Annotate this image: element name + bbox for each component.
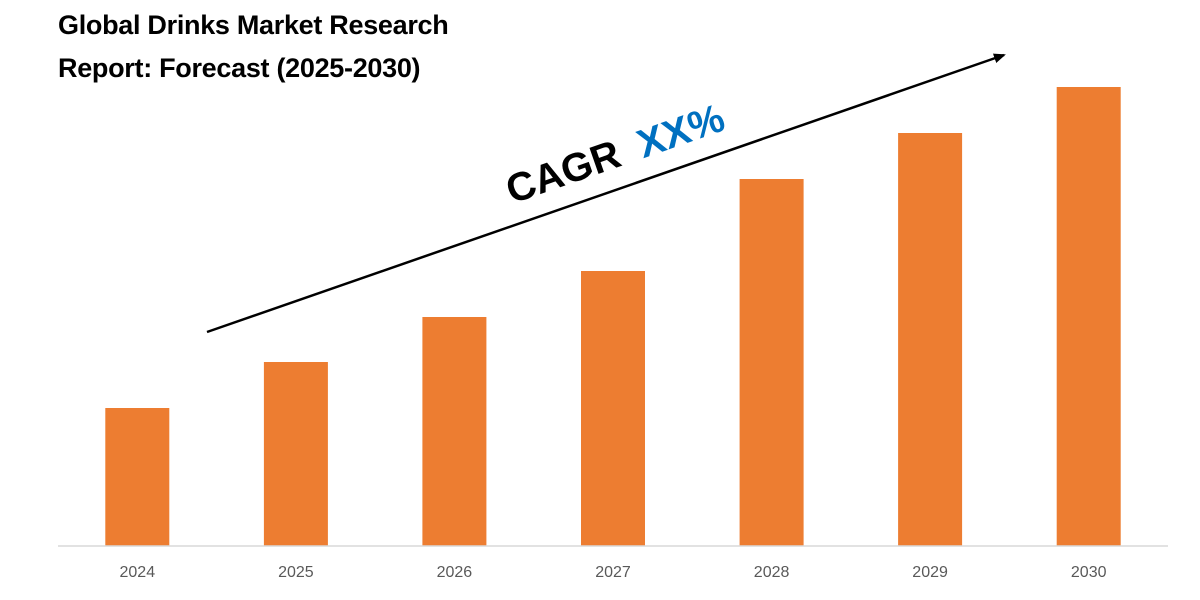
chart-title: Global Drinks Market Research Report: Fo…	[58, 4, 618, 90]
x-tick-label-2028: 2028	[754, 564, 790, 581]
cagr-annotation: CAGR XX%	[500, 96, 730, 212]
bars-layer	[105, 87, 1121, 546]
trend-arrow	[206, 53, 1006, 334]
bar-2024	[105, 408, 170, 546]
bar-2027	[581, 271, 645, 546]
x-tick-label-2025: 2025	[278, 564, 314, 581]
cagr-prefix: CAGR	[500, 132, 626, 212]
chart-title-line-1: Global Drinks Market Research	[58, 10, 449, 40]
bar-2030	[1056, 87, 1121, 546]
x-tick-label-2027: 2027	[595, 564, 631, 581]
x-tick-label-2030: 2030	[1071, 564, 1107, 581]
bar-2026	[422, 317, 487, 546]
x-tick-label-2024: 2024	[120, 564, 156, 581]
chart-title-line-2: Report: Forecast (2025-2030)	[58, 53, 421, 83]
bar-2029	[898, 133, 963, 546]
x-tick-labels: 2024 2025 2026 2027 2028 2029 2030	[120, 564, 1107, 581]
bar-2025	[263, 362, 328, 546]
bar-2028	[739, 179, 804, 546]
x-tick-label-2029: 2029	[912, 564, 948, 581]
x-tick-label-2026: 2026	[437, 564, 473, 581]
